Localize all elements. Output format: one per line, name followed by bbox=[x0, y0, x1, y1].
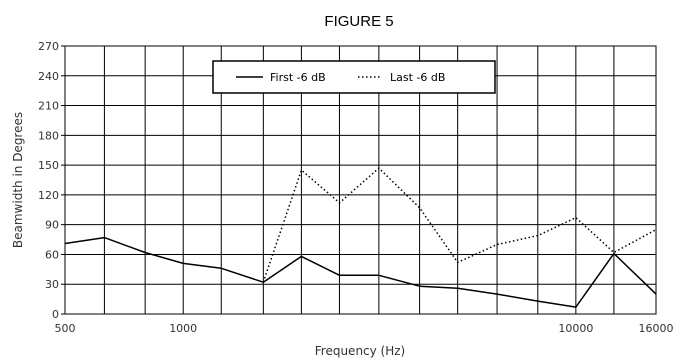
y-tick-label: 270 bbox=[38, 40, 59, 53]
legend-label-last: Last -6 dB bbox=[390, 71, 445, 84]
x-tick-labels: 500 1000 10000 16000 bbox=[55, 322, 674, 335]
legend-label-first: First -6 dB bbox=[270, 71, 326, 84]
y-tick-label: 210 bbox=[38, 100, 59, 113]
x-axis-label: Frequency (Hz) bbox=[315, 344, 406, 358]
y-tick-label: 30 bbox=[45, 278, 59, 291]
y-tick-label: 0 bbox=[52, 308, 59, 321]
y-tick-label: 150 bbox=[38, 159, 59, 172]
x-tick-label: 10000 bbox=[558, 322, 593, 335]
grid bbox=[64, 45, 657, 315]
y-tick-label: 180 bbox=[38, 129, 59, 142]
y-tick-labels: 0 30 60 90 120 150 180 210 240 270 bbox=[38, 40, 65, 321]
series-first-line bbox=[64, 236, 657, 308]
y-tick-label: 240 bbox=[38, 70, 59, 83]
series-last-line bbox=[262, 167, 657, 283]
y-axis-label: Beamwidth in Degrees bbox=[11, 112, 25, 248]
series-layer bbox=[64, 167, 657, 308]
x-tick-label: 16000 bbox=[639, 322, 674, 335]
chart-title: FIGURE 5 bbox=[324, 13, 393, 30]
plot-frame bbox=[64, 45, 657, 315]
legend: First -6 dB Last -6 dB bbox=[212, 60, 496, 94]
y-tick-label: 90 bbox=[45, 219, 59, 232]
x-tick-label: 1000 bbox=[169, 322, 197, 335]
y-tick-label: 120 bbox=[38, 189, 59, 202]
y-tick-label: 60 bbox=[45, 248, 59, 261]
x-tick-label: 500 bbox=[55, 322, 76, 335]
